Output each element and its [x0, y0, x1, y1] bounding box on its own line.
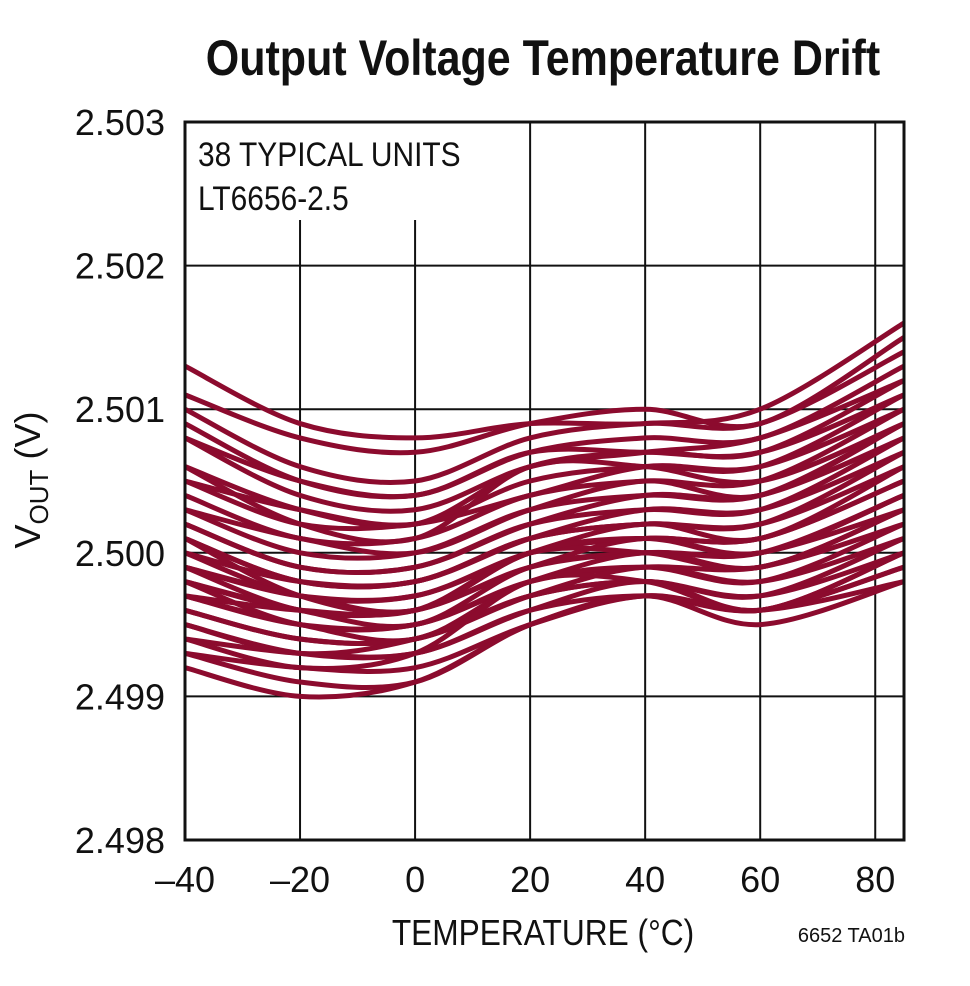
series-line — [185, 579, 904, 691]
y-tick-label: 2.503 — [75, 102, 165, 143]
chart-title: Output Voltage Temperature Drift — [206, 30, 880, 86]
y-tick-label: 2.498 — [75, 820, 165, 861]
series-line — [185, 550, 904, 671]
plot-frame — [183, 120, 906, 842]
series-line — [185, 349, 904, 485]
y-axis-label: VOUT (V) — [7, 412, 54, 549]
annotation-part: LT6656-2.5 — [198, 179, 349, 217]
x-tick-label: –20 — [270, 859, 330, 900]
y-tick-label: 2.499 — [75, 676, 165, 717]
y-tick-label: 2.502 — [75, 246, 165, 287]
series-line — [185, 421, 904, 545]
series-line — [185, 392, 904, 500]
annotation-units: 38 TYPICAL UNITS — [198, 135, 461, 173]
x-tick-label: 40 — [625, 859, 665, 900]
x-tick-label: 80 — [855, 859, 895, 900]
y-tick-label: 2.500 — [75, 533, 165, 574]
series-line — [185, 492, 904, 616]
x-tick-label: 60 — [740, 859, 780, 900]
series-line — [185, 464, 904, 589]
tick-labels: –40 –20 0 20 40 60 80 2.498 2.499 2.500 2.501 2.502… — [75, 102, 895, 900]
series-lines — [185, 320, 904, 700]
x-tick-label: 0 — [405, 859, 425, 900]
x-axis-label: TEMPERATURE (°C) — [392, 913, 694, 953]
x-tick-label: –40 — [155, 859, 215, 900]
figure-code: 6652 TA01b — [798, 925, 905, 947]
y-tick-label: 2.501 — [75, 389, 165, 430]
x-tick-label: 20 — [510, 859, 550, 900]
